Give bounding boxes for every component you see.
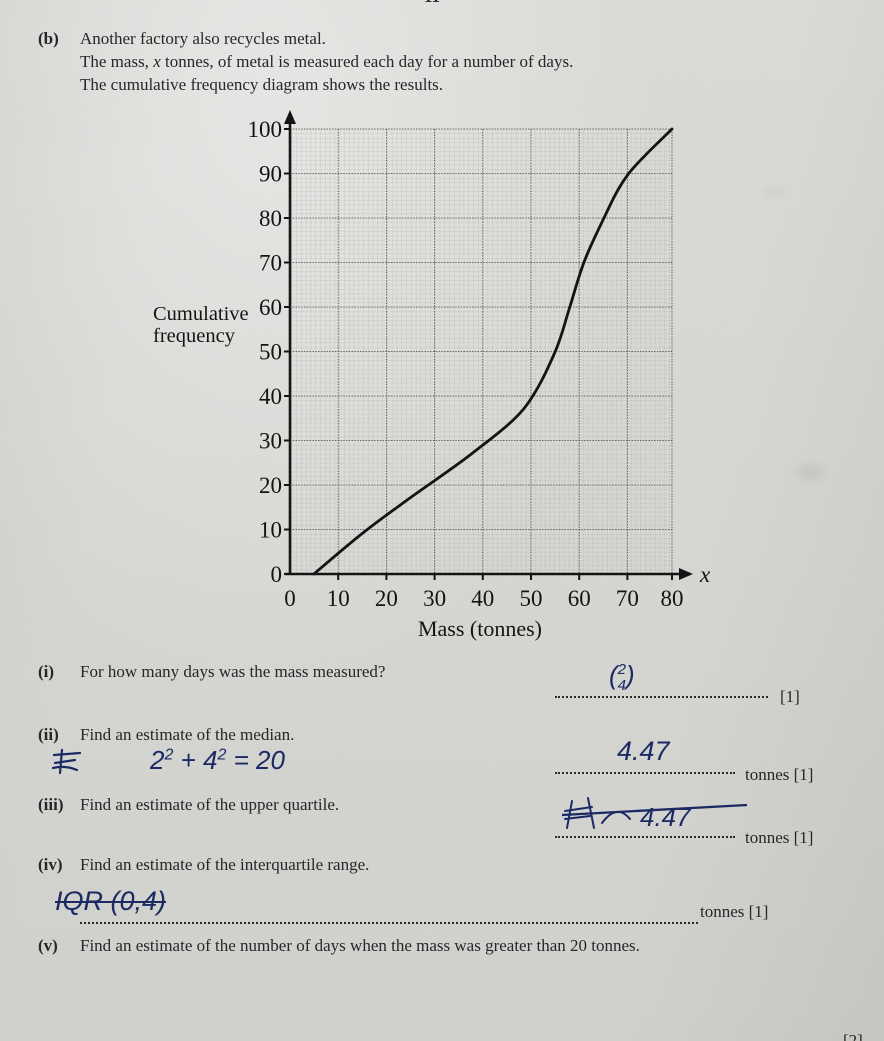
svg-text:50: 50: [520, 586, 543, 611]
svg-text:30: 30: [259, 429, 282, 454]
svg-text:60: 60: [568, 586, 591, 611]
svg-text:40: 40: [259, 384, 282, 409]
svg-text:60: 60: [259, 295, 282, 320]
svg-text:20: 20: [259, 473, 282, 498]
svg-text:10: 10: [327, 586, 350, 611]
svg-text:80: 80: [259, 206, 282, 231]
svg-text:frequency: frequency: [153, 325, 236, 347]
svg-text:90: 90: [259, 162, 282, 187]
svg-text:x: x: [699, 562, 711, 587]
svg-text:80: 80: [661, 586, 684, 611]
svg-text:Cumulative: Cumulative: [153, 303, 249, 325]
svg-text:100: 100: [248, 117, 283, 142]
svg-text:50: 50: [259, 340, 282, 365]
svg-text:20: 20: [375, 586, 398, 611]
svg-text:40: 40: [471, 586, 494, 611]
svg-text:70: 70: [616, 586, 639, 611]
svg-text:70: 70: [259, 251, 282, 276]
svg-text:30: 30: [423, 586, 446, 611]
svg-text:0: 0: [284, 586, 296, 611]
svg-text:Mass (tonnes): Mass (tonnes): [418, 616, 542, 641]
svg-text:10: 10: [259, 518, 282, 543]
svg-text:0: 0: [271, 562, 283, 587]
